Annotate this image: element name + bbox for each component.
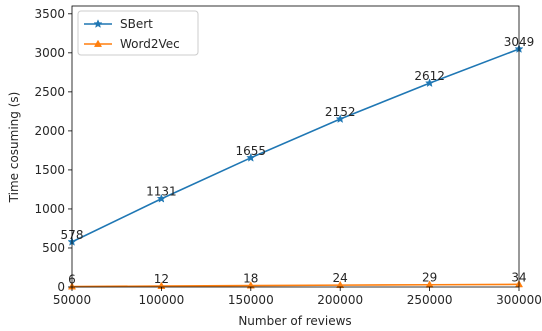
x-tick-label: 250000 (407, 293, 453, 307)
x-tick-label: 200000 (317, 293, 363, 307)
y-axis-label: Time cosuming (s) (7, 92, 21, 204)
y-tick-label: 2500 (34, 85, 65, 99)
data-label: 29 (422, 271, 437, 285)
x-tick-label: 50000 (53, 293, 91, 307)
y-tick-label: 3000 (34, 46, 65, 60)
data-label: 24 (333, 271, 348, 285)
data-point (335, 114, 345, 123)
data-point (246, 152, 256, 162)
legend-marker (93, 39, 103, 47)
legend-entry: Word2Vec (120, 37, 180, 51)
data-label: 12 (154, 272, 169, 286)
x-tick-label: 100000 (138, 293, 184, 307)
data-label: 18 (243, 272, 258, 286)
y-tick-label: 3500 (34, 7, 65, 21)
axes-frame (71, 5, 520, 288)
x-tick-label: 150000 (228, 293, 274, 307)
series-line-word2vec (71, 283, 520, 288)
y-tick-label: 2000 (34, 124, 65, 138)
data-label: 2152 (325, 105, 356, 119)
y-tick-label: 1500 (34, 163, 65, 177)
x-tick-label: 300000 (496, 293, 542, 307)
data-point (156, 193, 167, 203)
data-point (424, 78, 435, 88)
legend-entry: SBert (120, 17, 153, 31)
y-tick-label: 0 (57, 280, 65, 294)
data-label: 1131 (146, 185, 177, 199)
legend-marker (93, 19, 103, 28)
series-line-sbert (71, 48, 520, 243)
data-label: 1655 (236, 144, 267, 158)
y-tick-label: 1000 (34, 202, 65, 216)
y-tick-label: 500 (42, 241, 65, 255)
x-axis-label: Number of reviews (238, 314, 351, 328)
axes: 50000 100000 150000 200000 250000 300000 0 500 1… (34, 5, 542, 307)
legend: SBert Word2Vec (77, 10, 199, 56)
data-label: 2612 (414, 69, 445, 83)
